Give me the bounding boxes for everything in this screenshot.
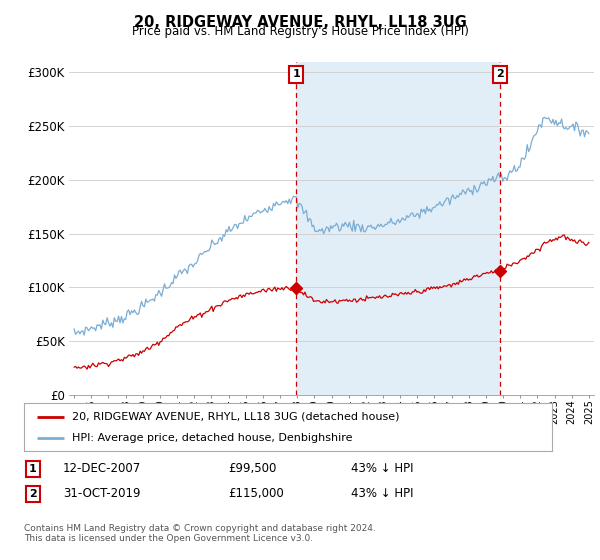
Text: 2: 2 — [496, 69, 504, 80]
Text: 1: 1 — [292, 69, 300, 80]
Text: £99,500: £99,500 — [228, 462, 277, 475]
Text: 43% ↓ HPI: 43% ↓ HPI — [351, 487, 413, 501]
Bar — [296, 62, 500, 395]
Text: 43% ↓ HPI: 43% ↓ HPI — [351, 462, 413, 475]
Text: 20, RIDGEWAY AVENUE, RHYL, LL18 3UG (detached house): 20, RIDGEWAY AVENUE, RHYL, LL18 3UG (det… — [71, 412, 399, 422]
Text: 31-OCT-2019: 31-OCT-2019 — [63, 487, 140, 501]
Text: 1: 1 — [29, 464, 37, 474]
Text: Price paid vs. HM Land Registry's House Price Index (HPI): Price paid vs. HM Land Registry's House … — [131, 25, 469, 38]
Text: HPI: Average price, detached house, Denbighshire: HPI: Average price, detached house, Denb… — [71, 433, 352, 444]
Text: 2: 2 — [29, 489, 37, 499]
Text: £115,000: £115,000 — [228, 487, 284, 501]
Text: Contains HM Land Registry data © Crown copyright and database right 2024.
This d: Contains HM Land Registry data © Crown c… — [24, 524, 376, 543]
Text: 20, RIDGEWAY AVENUE, RHYL, LL18 3UG: 20, RIDGEWAY AVENUE, RHYL, LL18 3UG — [134, 15, 466, 30]
Text: 12-DEC-2007: 12-DEC-2007 — [63, 462, 141, 475]
